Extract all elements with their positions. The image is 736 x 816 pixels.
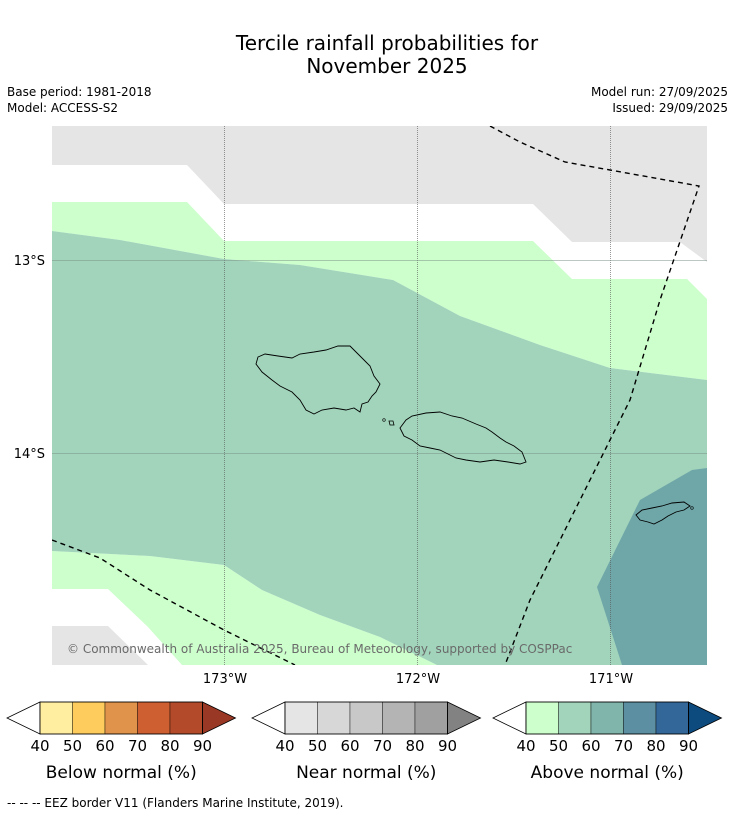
issued-text: Issued: 29/09/2025 [612,101,728,115]
colorbar-low-extension [6,701,41,735]
colorbar-low-extension [251,701,286,735]
colorbar-tick-label: 90 [193,737,212,755]
lat-label-14s: 14°S [14,447,45,462]
colorbar-tick-label: 40 [30,737,49,755]
title-line-1: Tercile rainfall probabilities for [235,31,539,55]
upolu-island [399,411,527,465]
colorbar-tick-label: 70 [128,737,147,755]
colorbar-cell [72,701,106,735]
colorbar-cell [104,701,138,735]
copyright-text: © Commonwealth of Australia 2025, Bureau… [67,642,572,656]
savaii-island [255,345,381,415]
eez-border-west [52,539,296,665]
colorbar-outline [525,701,689,735]
colorbar-cell [349,701,383,735]
colorbar-cell [284,701,318,735]
map-panel: © Commonwealth of Australia 2025, Bureau… [52,126,707,665]
colorbar-low-extension [492,701,527,735]
lat-label-13s: 13°S [14,254,45,269]
colorbar-tick-label: 70 [373,737,392,755]
colorbar-high-extension [688,701,723,735]
colorbar-tick-label: 60 [95,737,114,755]
colorbar-tick-label: 90 [438,737,457,755]
model-run-text: Model run: 27/09/2025 [590,85,728,99]
colorbar-tick-label: 40 [275,737,294,755]
eez-borders [52,126,700,665]
colorbar-label: Near normal (%) [296,763,436,783]
colorbar-cell [169,701,203,735]
colorbar-tick-label: 60 [581,737,600,755]
meta-left: Base period: 1981-2018 Model: ACCESS-S2 [7,84,152,116]
colorbar-tick-label: 80 [646,737,665,755]
colorbar-cell [623,701,657,735]
colorbar-above-normal: 40 50 60 70 80 90 Above normal (%) [492,701,723,783]
colorbar-tick-label: 60 [340,737,359,755]
region-near-normal-southwest [52,626,148,665]
eez-footnote: -- -- -- EEZ border V11 (Flanders Marine… [7,796,344,810]
colorbar-tick-label: 50 [63,737,82,755]
colorbar-below-normal: 40 50 60 70 80 90 Below normal (%) [6,701,237,783]
colorbar-label: Below normal (%) [46,763,197,783]
region-near-normal-north [52,126,707,262]
colorbar-tick-label: 70 [614,737,633,755]
colorbar-tick-label: 80 [160,737,179,755]
aunuu-islet [690,506,694,510]
colorbar-high-extension [202,701,237,735]
colorbars: 40 50 60 70 80 90 Below normal (%) 40 50 60 70 80 90… [6,701,723,783]
title-line-2: November 2025 [306,54,468,78]
lon-label-171w: 171°W [589,672,633,687]
region-above-normal-60 [597,468,707,665]
colorbar-tick-label: 80 [405,737,424,755]
colorbar-tick-label: 90 [679,737,698,755]
colorbar-outline [39,701,203,735]
colorbar-cell [317,701,351,735]
eez-border-east [489,126,700,665]
meta-right: Model run: 27/09/2025 Issued: 29/09/2025 [591,84,728,116]
region-above-normal-50 [52,231,707,665]
tutuila-island [635,501,691,525]
colorbar-cell [525,701,559,735]
colorbar-cell [414,701,448,735]
model-text: Model: ACCESS-S2 [7,101,119,115]
colorbar-outline [284,701,448,735]
graticule [52,126,707,665]
apolima-islet [382,418,386,422]
colorbar-tick-label: 50 [549,737,568,755]
colorbar-label: Above normal (%) [531,763,684,783]
colorbar-cell [558,701,592,735]
chart-title: Tercile rainfall probabilities for Novem… [0,32,736,78]
colorbar-tick-label: 40 [516,737,535,755]
colorbar-tick-label: 50 [308,737,327,755]
colorbar-cell [382,701,416,735]
region-above-normal-40-south [52,551,437,665]
colorbar-cell [137,701,171,735]
colorbar-cell [655,701,689,735]
colorbar-high-extension [447,701,482,735]
manono-islet [388,420,395,426]
lon-label-172w: 172°W [396,672,440,687]
lon-label-173w: 173°W [203,672,247,687]
base-period-text: Base period: 1981-2018 [7,85,152,99]
colorbar-cell [39,701,73,735]
colorbar-cell [590,701,624,735]
region-above-normal-40-north [52,202,707,380]
